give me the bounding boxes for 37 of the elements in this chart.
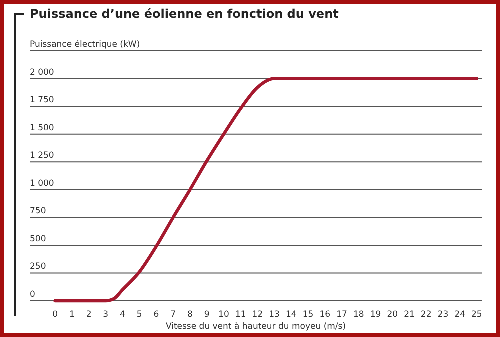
y-tick-label: 750 — [30, 206, 46, 217]
x-tick-label: 9 — [204, 310, 210, 320]
x-tick-label: 4 — [120, 310, 126, 320]
x-axis-title: Vitesse du vent à hauteur du moyeu (m/s) — [166, 322, 346, 332]
x-tick-label: 17 — [336, 310, 348, 320]
x-tick-label: 18 — [353, 310, 364, 320]
y-tick-label: 500 — [30, 234, 46, 244]
x-tick-label: 10 — [218, 310, 230, 320]
x-tick-label: 21 — [404, 310, 415, 320]
y-axis-title: Puissance électrique (kW) — [30, 40, 140, 50]
x-tick-label: 22 — [420, 310, 432, 320]
x-tick-label: 11 — [235, 310, 246, 320]
x-tick-label: 6 — [154, 310, 160, 320]
y-tick-label: 2 000 — [30, 68, 54, 78]
y-tick-label: 250 — [30, 262, 46, 272]
x-tick-label: 16 — [320, 310, 331, 320]
x-tick-label: 25 — [472, 310, 482, 320]
x-tick-label: 15 — [302, 310, 314, 320]
x-tick-label: 24 — [454, 310, 466, 320]
x-tick-label: 2 — [86, 310, 92, 320]
chart-title: Puissance d’une éolienne en fonction du vent — [30, 7, 340, 21]
y-tick-label: 1 000 — [30, 178, 54, 189]
y-tick-label: 1 750 — [30, 96, 54, 106]
y-tick-label: 0 — [30, 290, 36, 300]
x-tick-label: 5 — [136, 310, 142, 320]
x-tick-label: 12 — [252, 310, 264, 320]
x-tick-label: 23 — [438, 310, 449, 320]
x-tick-label: 7 — [170, 310, 176, 320]
y-tick-label: 1 500 — [30, 123, 54, 134]
x-tick-label: 1 — [69, 310, 75, 320]
x-tick-label: 20 — [387, 310, 398, 320]
y-tick-label: 1 250 — [30, 151, 54, 162]
x-tick-label: 3 — [103, 310, 109, 320]
x-tick-label: 13 — [269, 310, 280, 320]
x-tick-label: 19 — [370, 310, 382, 320]
x-tick-label: 8 — [188, 310, 193, 320]
x-tick-label: 14 — [286, 310, 297, 320]
